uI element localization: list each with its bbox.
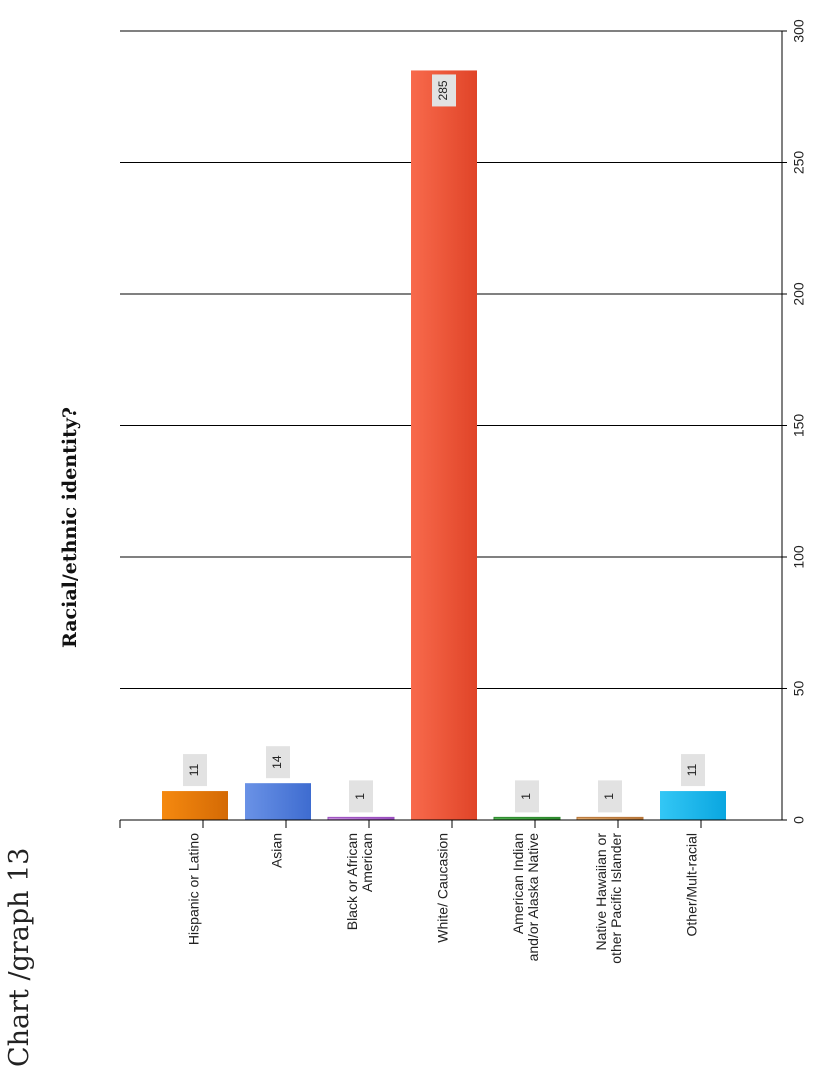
value-label-box [598, 780, 622, 813]
category-label: Black or African [344, 833, 360, 930]
axes: 0 50 100 150 200 250 300 [119, 19, 807, 828]
category-label: other Pacific Islander [608, 833, 624, 964]
category-label: American Indian [510, 833, 526, 934]
value-label-box [349, 780, 373, 813]
category-label: and/or Alaska Native [525, 833, 541, 962]
bar [162, 791, 228, 820]
value-label: 14 [270, 755, 284, 769]
y-tick-label: 300 [791, 19, 807, 43]
value-label: 11 [685, 764, 699, 777]
value-label-box [515, 780, 539, 813]
y-tick-label: 0 [791, 816, 807, 824]
bar [245, 783, 311, 820]
y-tick-label: 100 [791, 545, 807, 569]
bar [411, 70, 477, 820]
y-tick-label: 50 [791, 681, 807, 697]
value-label-box [266, 746, 290, 779]
value-label: 1 [353, 793, 367, 800]
y-tick-label: 200 [791, 282, 807, 306]
y-tick-label: 150 [791, 414, 807, 438]
category-label: Other/Mult-racial [684, 833, 700, 936]
category-label: Hispanic or Latino [186, 833, 202, 945]
value-label-box [432, 74, 456, 107]
bars [162, 70, 726, 821]
category-label: Asian [269, 833, 285, 868]
value-label: 11 [187, 764, 201, 777]
value-label: 1 [519, 793, 533, 800]
bar [660, 791, 726, 820]
category-label: American [359, 833, 375, 892]
value-label-box [183, 754, 207, 787]
category-label: Native Hawaiian or [593, 833, 609, 951]
value-label-box [681, 754, 705, 787]
category-label: White/ Caucasion [435, 833, 451, 943]
value-label: 1 [602, 793, 616, 800]
y-tick-label: 250 [791, 151, 807, 175]
value-label: 285 [436, 80, 450, 100]
